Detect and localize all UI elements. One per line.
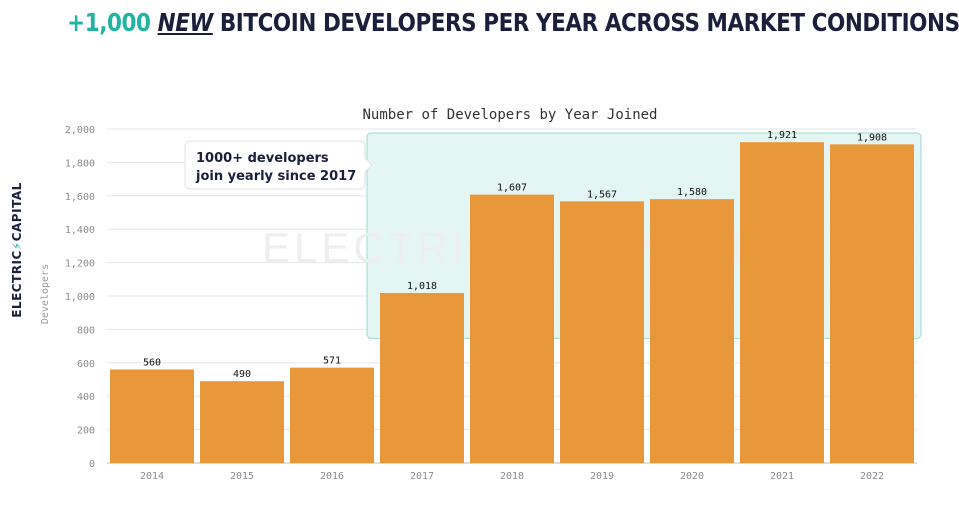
- headline-rest: BITCOIN DEVELOPERS PER YEAR ACROSS MARKE…: [219, 8, 959, 37]
- y-tick-label: 1,800: [65, 158, 95, 169]
- bar-2015: [200, 381, 284, 463]
- y-tick-label: 2,000: [65, 125, 95, 136]
- y-tick-label: 1,200: [65, 259, 95, 270]
- callout-line-2: join yearly since 2017: [195, 169, 356, 184]
- x-tick-label: 2014: [140, 471, 164, 482]
- x-tick-label: 2020: [680, 471, 704, 482]
- y-tick-labels: 0 200 400 600 800 1,000 1,200 1,400 1,600 1,800 2,…: [65, 125, 95, 470]
- y-tick-label: 200: [77, 426, 95, 437]
- data-label: 560: [143, 357, 161, 368]
- y-tick-label: 1,000: [65, 292, 95, 303]
- x-tick-label: 2018: [500, 471, 524, 482]
- headline: +1,000 NEW BITCOIN DEVELOPERS PER YEAR A…: [67, 8, 959, 37]
- x-tick-label: 2016: [320, 471, 344, 482]
- data-label: 1,908: [857, 132, 887, 143]
- bars: [110, 142, 914, 464]
- headline-emphasis: NEW: [157, 8, 214, 37]
- bar-2021: [740, 142, 824, 463]
- data-label: 1,580: [677, 187, 707, 198]
- data-label: 571: [323, 356, 341, 367]
- bar-2020: [650, 199, 734, 463]
- x-tick-label: 2022: [860, 471, 884, 482]
- bar-2018: [470, 194, 554, 464]
- data-labels: 560 490 571 1,018 1,607 1,567 1,580 1,921 1,908: [143, 130, 887, 380]
- bar-2014: [110, 369, 194, 463]
- callout: 1000+ developers join yearly since 2017: [184, 140, 373, 190]
- bar-2017: [380, 292, 464, 463]
- data-label: 490: [233, 369, 251, 380]
- x-tick-label: 2019: [590, 471, 614, 482]
- y-tick-label: 0: [89, 459, 95, 470]
- y-tick-label: 1,600: [65, 192, 95, 203]
- bar-2016: [290, 367, 374, 463]
- data-label: 1,921: [767, 130, 797, 141]
- y-tick-label: 800: [77, 325, 95, 336]
- y-tick-label: 400: [77, 392, 95, 403]
- data-label: 1,607: [497, 183, 527, 194]
- chart-title: Number of Developers by Year Joined: [362, 107, 657, 123]
- y-axis-label: Developers: [40, 264, 51, 324]
- x-tick-label: 2021: [770, 471, 794, 482]
- data-label: 1,018: [407, 281, 437, 292]
- callout-line-1: 1000+ developers: [196, 151, 329, 166]
- y-tick-label: 600: [77, 359, 95, 370]
- headline-accent: +1,000: [67, 8, 151, 37]
- x-tick-label: 2017: [410, 471, 434, 482]
- data-label: 1,567: [587, 189, 617, 200]
- x-tick-labels: 2014 2015 2016 2017 2018 2019 2020 2021 2022: [140, 471, 884, 482]
- bar-2019: [560, 201, 644, 463]
- callout-box: [184, 140, 373, 190]
- x-tick-label: 2015: [230, 471, 254, 482]
- bar-2022: [830, 144, 914, 463]
- y-tick-label: 1,400: [65, 225, 95, 236]
